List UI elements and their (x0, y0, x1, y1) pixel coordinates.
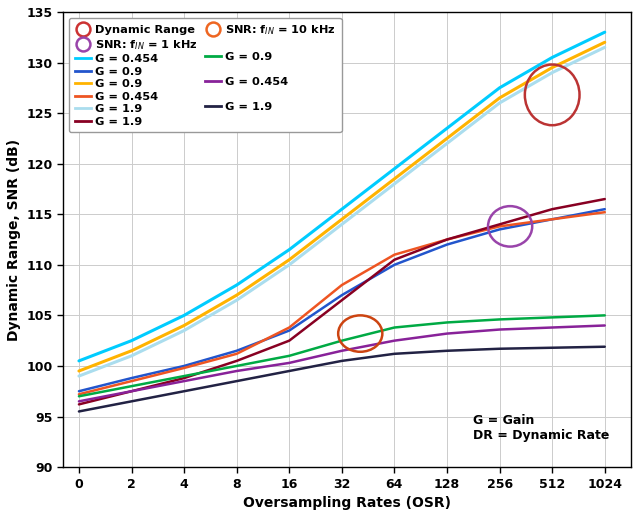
Y-axis label: Dynamic Range, SNR (dB): Dynamic Range, SNR (dB) (7, 139, 21, 341)
Text: G = Gain
DR = Dynamic Rate: G = Gain DR = Dynamic Rate (473, 414, 610, 442)
X-axis label: Oversampling Rates (OSR): Oversampling Rates (OSR) (243, 496, 451, 510)
Legend: Dynamic Range, SNR: f$_{IN}$ = 1 kHz, G = 0.454, G = 0.9, G = 0.9, G = 0.454, G : Dynamic Range, SNR: f$_{IN}$ = 1 kHz, G … (69, 18, 341, 132)
